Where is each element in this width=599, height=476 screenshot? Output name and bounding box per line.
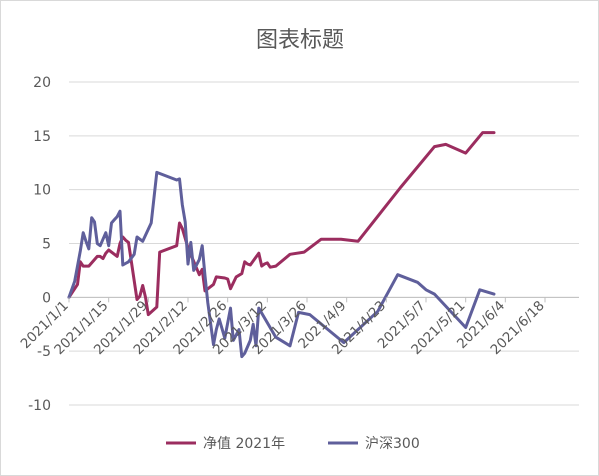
y-tick-label: -5 (37, 344, 51, 360)
legend-label: 净值 2021年 (203, 436, 285, 452)
legend-label: 沪深300 (365, 436, 420, 452)
y-tick-label: 10 (33, 183, 51, 199)
y-tick-label: 5 (42, 237, 51, 253)
chart-title: 图表标题 (256, 28, 344, 53)
series-line-1 (67, 131, 496, 317)
series-line-2 (67, 170, 496, 359)
series-lines (67, 131, 496, 359)
y-tick-label: 15 (33, 129, 51, 145)
y-tick-label: 20 (33, 75, 51, 91)
gridlines (69, 81, 579, 406)
x-axis-ticks: 2021/1/12021/1/152021/1/292021/2/122021/… (18, 297, 548, 358)
y-tick-label: -10 (28, 398, 51, 414)
y-axis-ticks: -10 -5 0 5 10 15 20 (28, 75, 51, 414)
legend: 净值 2021年 沪深300 (166, 436, 420, 452)
y-tick-label: 0 (42, 290, 51, 306)
